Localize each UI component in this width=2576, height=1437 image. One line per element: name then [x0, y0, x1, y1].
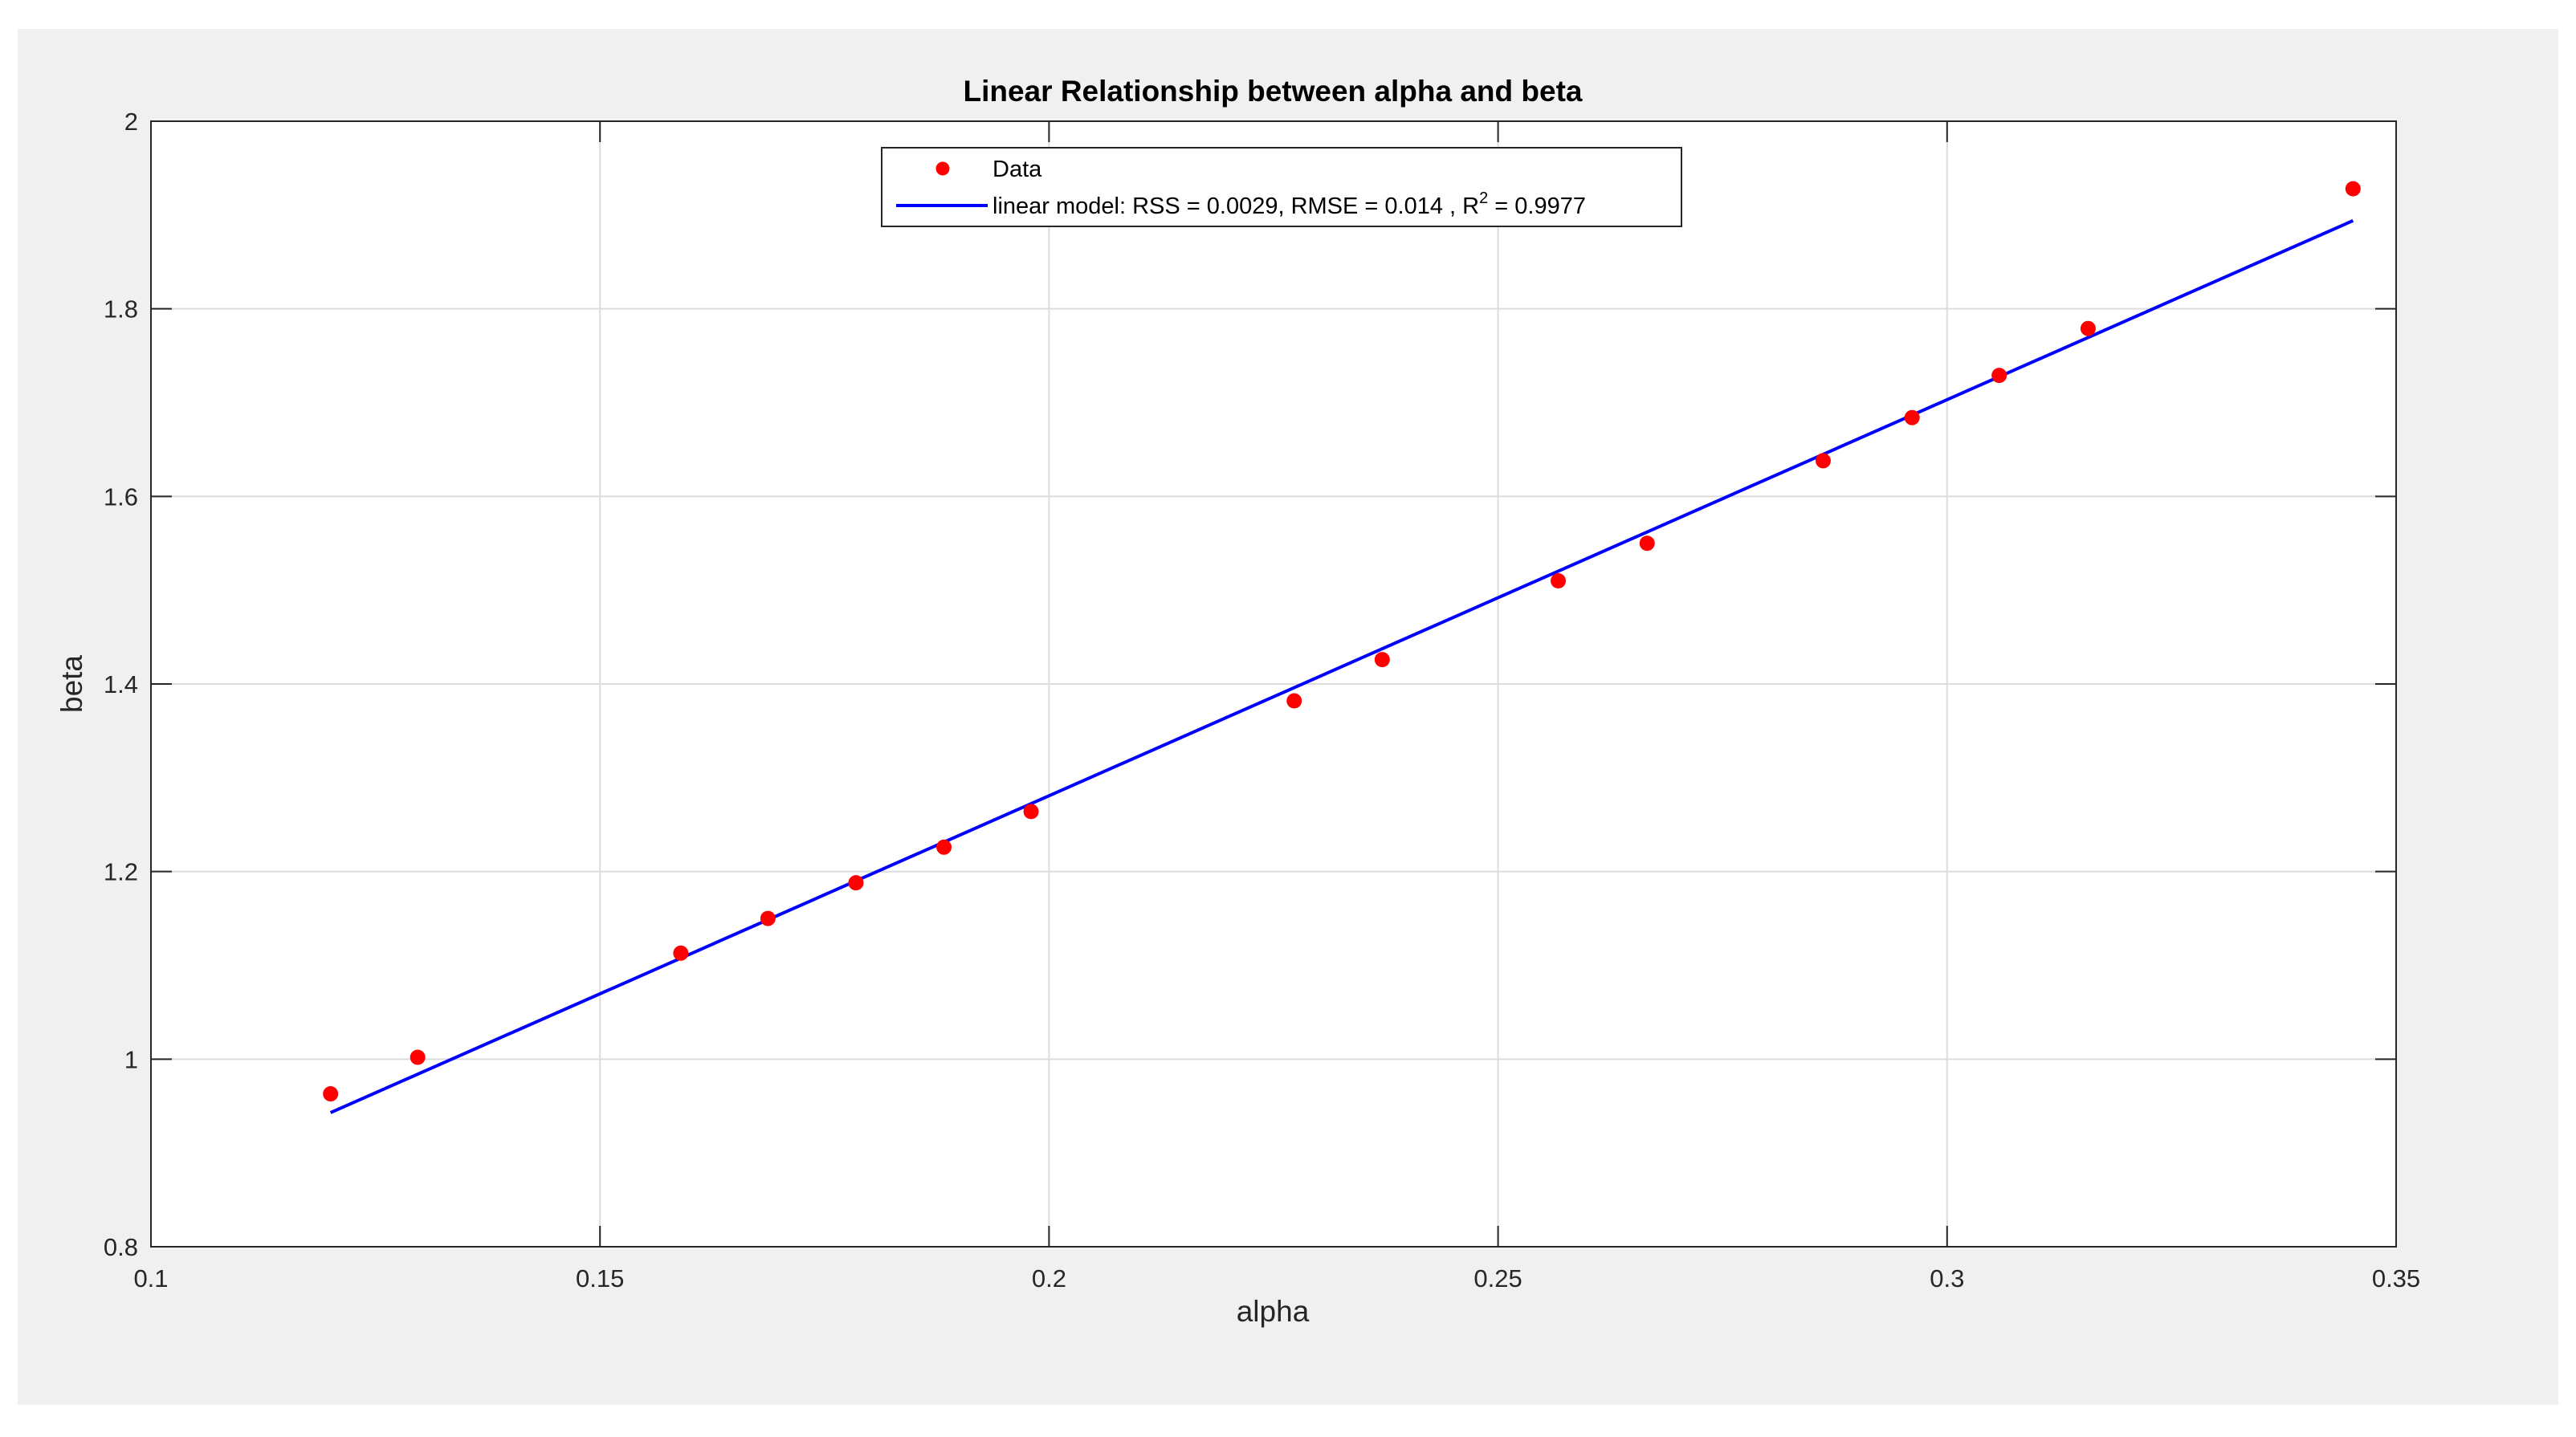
legend-line-label: linear model: RSS = 0.0029, RMSE = 0.014…: [992, 189, 1586, 219]
legend-line-label-suffix: = 0.9977: [1488, 193, 1586, 219]
data-point: [2345, 181, 2361, 197]
data-point: [848, 875, 864, 891]
data-point: [323, 1086, 339, 1102]
x-tick-label: 0.15: [576, 1264, 624, 1292]
y-tick-label: 2: [124, 108, 138, 136]
legend-line-label-main: linear model: RSS = 0.0029, RMSE = 0.014…: [992, 193, 1479, 219]
data-point: [1815, 453, 1831, 469]
y-tick-label: 1.4: [104, 670, 138, 698]
series-layer: [323, 181, 2361, 1114]
x-tick-label: 0.25: [1473, 1264, 1522, 1292]
legend-line-label-superscript: 2: [1479, 189, 1488, 207]
y-axis-label: beta: [55, 655, 88, 713]
data-point: [936, 839, 952, 855]
legend-box: [881, 147, 1682, 227]
data-point: [2080, 320, 2096, 336]
data-point: [1639, 535, 1655, 552]
data-point: [1904, 409, 1920, 425]
chart-title: Linear Relationship between alpha and be…: [964, 75, 1583, 108]
fit-line: [329, 219, 2354, 1114]
x-tick-label: 0.2: [1032, 1264, 1066, 1292]
legend: Data linear model: RSS = 0.0029, RMSE = …: [881, 147, 1682, 227]
y-tick-label: 1.6: [104, 482, 138, 511]
data-point: [410, 1049, 426, 1065]
x-tick-label: 0.35: [2372, 1264, 2420, 1292]
data-point: [760, 910, 776, 926]
x-axis-label: alpha: [1237, 1295, 1310, 1328]
legend-data-marker: [935, 161, 950, 176]
gridlines: [151, 121, 2396, 1247]
ticks: 0.1 0.15 0.2 0.25 0.3 0.35 0.8 1 1.2 1.4 1.6 1.8 2: [104, 108, 2420, 1292]
data-point: [1374, 652, 1390, 668]
chart: 0.1 0.15 0.2 0.25 0.3 0.35 0.8 1 1.2 1.4 1.6 1.8 2 L…: [55, 75, 2420, 1328]
data-point: [1286, 693, 1302, 709]
data-point: [1551, 572, 1567, 588]
y-tick-label: 0.8: [104, 1233, 138, 1261]
y-tick-label: 1.8: [104, 295, 138, 324]
data-point: [673, 945, 689, 961]
figure-window: 0.1 0.15 0.2 0.25 0.3 0.35 0.8 1 1.2 1.4 1.6 1.8 2 L…: [18, 29, 2558, 1405]
legend-data-label: Data: [992, 157, 1042, 182]
data-point: [1023, 804, 1039, 820]
data-point: [1991, 368, 2007, 384]
y-tick-label: 1.2: [104, 858, 138, 886]
x-tick-label: 0.3: [1930, 1264, 1964, 1292]
x-tick-label: 0.1: [133, 1264, 168, 1292]
y-tick-label: 1: [124, 1045, 138, 1073]
